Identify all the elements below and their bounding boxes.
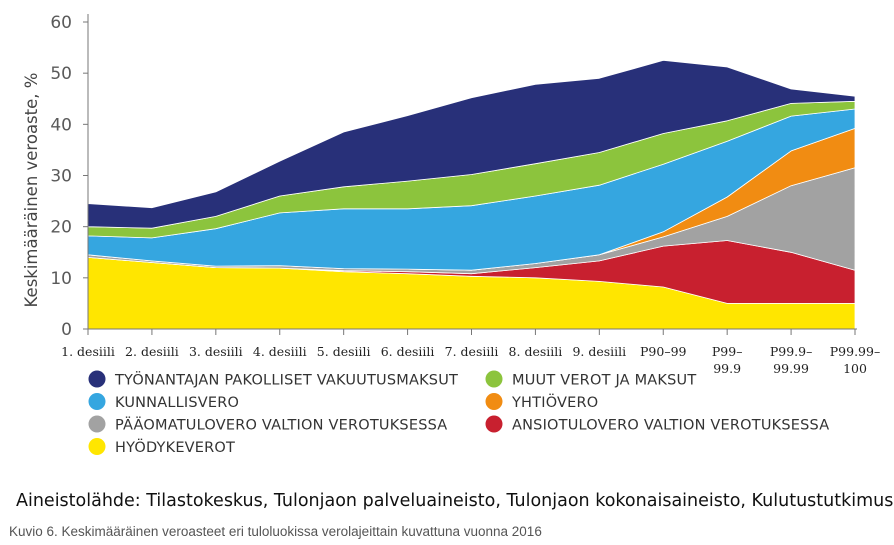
x-tick-label-10-line-0: P99–	[712, 344, 743, 359]
legend-swatch-right-0	[485, 370, 503, 388]
legend-swatch-right-2	[485, 415, 503, 433]
x-tick-label-10-line-1: 99.9	[713, 361, 741, 376]
x-tick-label-5: 6. desiili	[381, 344, 435, 359]
chart-legend: TYÖNANTAJAN PAKOLLISET VAKUUTUSMAKSUT KUN…	[88, 370, 829, 456]
y-tick-labels: 0 10 20 30 40 50 60	[50, 13, 72, 340]
x-tick-label-8: 9. desiili	[572, 344, 626, 359]
x-tick-label-1: 2. desiili	[125, 344, 179, 359]
y-tick-label-4: 40	[50, 115, 72, 135]
figure-caption: Kuvio 6. Keskimääräinen veroasteet eri t…	[9, 524, 542, 539]
x-tick-label-9: P90–99	[640, 344, 687, 359]
legend-label-right-1: YHTIÖVERO	[511, 393, 598, 411]
legend-swatch-left-0	[88, 370, 106, 388]
legend-label-right-0: MUUT VEROT JA MAKSUT	[512, 373, 696, 389]
x-tick-label-3: 4. desiili	[253, 344, 307, 359]
chart-axes	[83, 14, 857, 335]
x-tick-label-11-line-0: P99.9–	[770, 344, 813, 359]
legend-label-right-2: ANSIOTULOVERO VALTION VEROTUKSESSA	[512, 418, 829, 434]
y-axis-label: Keskimääräinen veroaste, %	[22, 73, 41, 308]
x-tick-label-12-line-1: 100	[843, 361, 867, 376]
legend-label-left-1: KUNNALLISVERO	[115, 395, 239, 411]
x-tick-label-12-line-0: P99.99–	[830, 344, 880, 359]
x-tick-labels: 1. desiili 2. desiili 3. desiili 4. desiili…	[61, 344, 880, 376]
legend-swatch-left-1	[88, 393, 106, 410]
series-area-6	[87, 60, 856, 229]
y-tick-label-6: 60	[50, 13, 72, 33]
y-tick-label-0: 0	[61, 320, 72, 340]
x-tick-label-11-line-1: 99.99	[773, 361, 809, 376]
legend-label-left-0: TYÖNANTAJAN PAKOLLISET VAKUUTUSMAKSUT	[114, 371, 458, 389]
x-tick-label-0: 1. desiili	[61, 344, 115, 359]
source-text: Aineistolähde: Tilastokeskus, Tulonjaon …	[16, 491, 894, 511]
legend-label-left-2: PÄÄOMATULOVERO VALTION VEROTUKSESSA	[115, 416, 447, 434]
legend-swatch-left-2	[88, 415, 106, 433]
x-tick-label-2: 3. desiili	[189, 344, 243, 359]
legend-swatch-left-3	[88, 438, 106, 455]
y-tick-label-2: 20	[50, 218, 72, 238]
y-tick-label-3: 30	[50, 167, 72, 187]
x-tick-label-6: 7. desiili	[445, 344, 499, 359]
x-tick-label-4: 5. desiili	[317, 344, 371, 359]
y-tick-label-1: 10	[50, 269, 72, 289]
chart-areas	[87, 60, 856, 330]
stacked-area-chart: 0 10 20 30 40 50 60 1. desiili 2. desiili 3. des…	[22, 13, 880, 456]
legend-label-left-3: HYÖDYKEVEROT	[115, 438, 235, 456]
legend-swatch-right-1	[485, 393, 503, 410]
x-tick-label-7: 8. desiili	[509, 344, 563, 359]
y-tick-label-5: 50	[50, 64, 72, 84]
